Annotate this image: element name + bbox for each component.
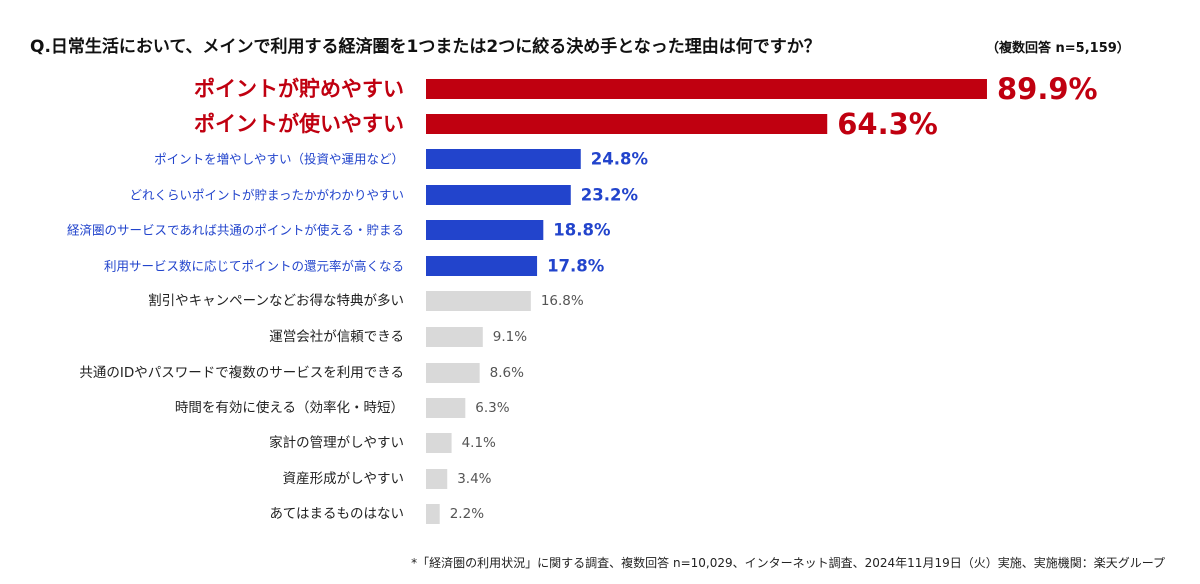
value-label: 89.9% <box>997 72 1098 106</box>
category-label: どれくらいポイントが貯まったかがわかりやすい <box>129 188 404 203</box>
bar <box>426 185 571 205</box>
category-label: 運営会社が信頼できる <box>269 329 404 345</box>
category-label: 時間を有効に使える（効率化・時短） <box>175 399 404 416</box>
value-label: 64.3% <box>837 107 938 141</box>
value-label: 6.3% <box>475 400 509 416</box>
bar <box>426 256 538 276</box>
value-label: 17.8% <box>547 257 605 276</box>
value-label: 8.6% <box>490 365 524 381</box>
bar <box>426 291 531 311</box>
chart-title: Q.日常生活において、メインで利用する経済圏を1つまたは2つに絞る決め手となった… <box>30 36 821 57</box>
category-label: ポイントを増やしやすい（投資や運用など） <box>154 152 404 167</box>
category-label: あてはまるものはない <box>270 506 404 522</box>
footnote: *「経済圏の利用状況」に関する調査、複数回答 n=10,029、インターネット調… <box>411 555 1165 570</box>
value-label: 4.1% <box>462 435 496 451</box>
bar <box>426 433 452 453</box>
value-label: 23.2% <box>581 186 639 205</box>
bar <box>426 79 987 99</box>
bar <box>426 220 544 240</box>
value-label: 24.8% <box>591 150 649 169</box>
bar <box>426 327 483 347</box>
value-label: 16.8% <box>541 293 584 309</box>
category-label: ポイントが貯めやすい <box>194 77 404 101</box>
bars-layer: ポイントが貯めやすい 89.9% ポイントが使いやすい 64.3% ポイントを増やしやす… <box>67 72 1098 524</box>
bar <box>426 398 466 418</box>
category-label: 資産形成がしやすい <box>283 471 404 487</box>
category-label: 共通のIDやパスワードで複数のサービスを利用できる <box>79 364 404 381</box>
value-label: 2.2% <box>450 506 484 522</box>
category-label: 利用サービス数に応じてポイントの還元率が高くなる <box>104 259 404 274</box>
category-label: 家計の管理がしやすい <box>269 434 404 451</box>
value-label: 9.1% <box>493 329 527 345</box>
category-label: ポイントが使いやすい <box>194 112 404 136</box>
value-label: 3.4% <box>457 471 491 487</box>
bar <box>426 469 448 489</box>
value-label: 18.8% <box>553 221 611 240</box>
sample-size-note: （複数回答 n=5,159） <box>986 40 1130 56</box>
bar <box>426 149 581 169</box>
category-label: 割引やキャンペーンなどお得な特典が多い <box>148 292 404 309</box>
bar <box>426 363 480 383</box>
category-label: 経済圏のサービスであれば共通のポイントが使える・貯まる <box>67 223 404 238</box>
bar <box>426 504 440 524</box>
bar <box>426 114 828 134</box>
